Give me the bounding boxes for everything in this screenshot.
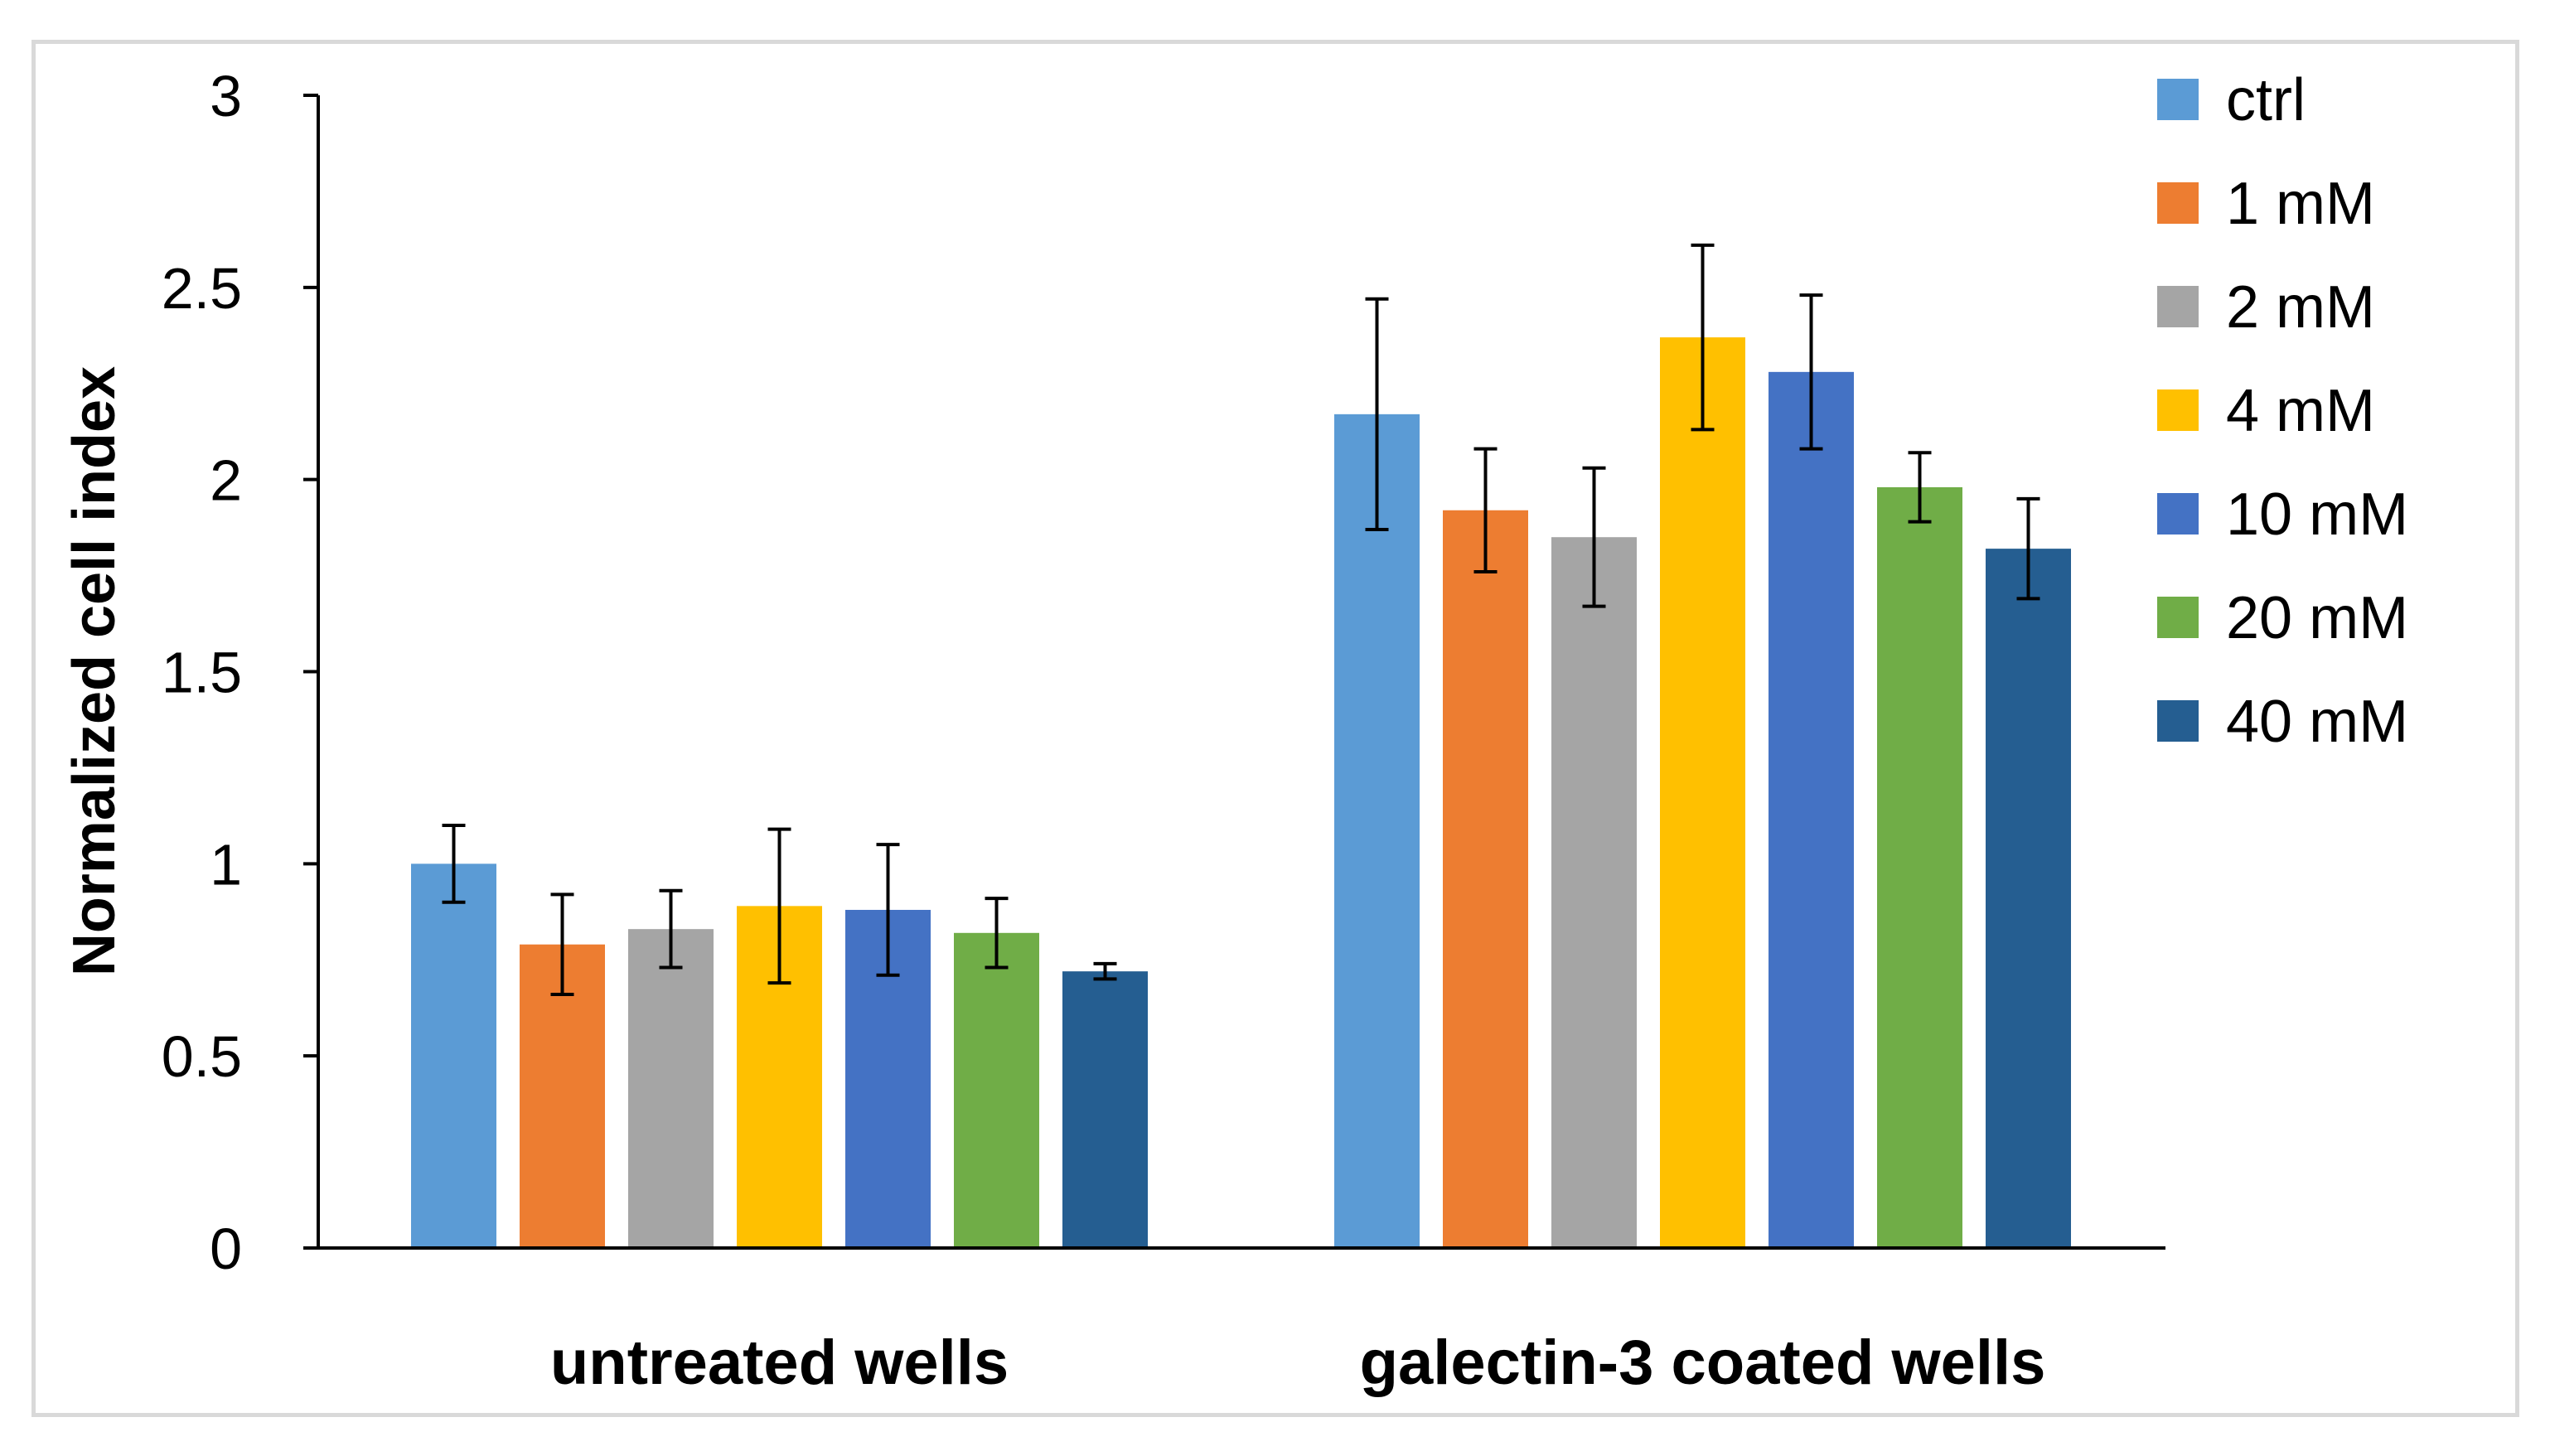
error-bar-10-mm-galectin	[1799, 293, 1823, 451]
error-bar-2-mm-galectin	[1582, 466, 1606, 608]
legend-label: 1 mM	[2226, 171, 2375, 237]
bar-40-mm-untreated	[1062, 971, 1148, 1248]
legend-swatch	[2157, 597, 2199, 638]
y-tick-label: 0	[210, 1217, 242, 1281]
bar-ctrl-untreated	[411, 863, 496, 1248]
error-bar-4-mm-untreated	[767, 827, 791, 985]
y-tick-label: 3	[210, 64, 242, 128]
bar-10-mm-galectin	[1769, 371, 1854, 1249]
error-bar-20-mm-galectin	[1908, 451, 1932, 524]
error-bar-10-mm-untreated	[876, 843, 900, 977]
error-bar-1-mm-galectin	[1473, 447, 1498, 573]
bars-layer	[411, 337, 2071, 1249]
bar-ctrl-galectin	[1334, 414, 1420, 1248]
legend-swatch	[2157, 389, 2199, 431]
y-tick-label: 1	[210, 832, 242, 897]
error-bar-20-mm-untreated	[985, 897, 1009, 970]
bar-2-mm-galectin	[1551, 537, 1637, 1248]
legend-label: 10 mM	[2226, 481, 2408, 548]
bar-40-mm-galectin	[1986, 549, 2071, 1248]
bar-4-mm-galectin	[1660, 337, 1745, 1248]
legend-item: ctrl	[2157, 67, 2306, 133]
legend-item: 4 mM	[2157, 378, 2375, 444]
error-bar-4-mm-galectin	[1691, 243, 1715, 432]
error-bar-ctrl-untreated	[442, 823, 466, 904]
legend-label: 2 mM	[2226, 274, 2375, 341]
error-bar-1-mm-untreated	[550, 892, 574, 996]
error-bar-ctrl-galectin	[1365, 297, 1389, 531]
bar-1-mm-galectin	[1443, 510, 1528, 1248]
legend-swatch	[2157, 700, 2199, 742]
y-tick-label: 2	[210, 448, 242, 513]
error-bar-40-mm-untreated	[1093, 961, 1117, 981]
legend-label: 40 mM	[2226, 689, 2408, 755]
y-tick-label: 0.5	[162, 1024, 242, 1089]
legend-label: 20 mM	[2226, 585, 2408, 651]
bar-2-mm-untreated	[628, 929, 714, 1248]
bar-20-mm-untreated	[954, 932, 1039, 1248]
legend-item: 20 mM	[2157, 585, 2408, 651]
y-ticks: 0 0.5 1 1.5 2 2.5 3	[162, 64, 318, 1281]
error-bars-layer	[442, 243, 2040, 996]
legend-label: 4 mM	[2226, 378, 2375, 444]
bar-20-mm-galectin	[1877, 486, 1962, 1248]
error-bar-40-mm-galectin	[2016, 496, 2040, 601]
legend-swatch	[2157, 493, 2199, 535]
category-label: galectin-3 coated wells	[1360, 1328, 2046, 1398]
legend-swatch	[2157, 79, 2199, 120]
y-tick-label: 2.5	[162, 256, 242, 321]
category-labels: untreated wells galectin-3 coated wells	[550, 1328, 2046, 1398]
y-axis-title: Normalized cell index	[61, 366, 128, 976]
legend-item: 40 mM	[2157, 689, 2408, 755]
legend-item: 2 mM	[2157, 274, 2375, 341]
legend: ctrl 1 mM 2 mM 4 mM 10 mM 20 mM 40 mM	[2157, 67, 2408, 755]
legend-item: 1 mM	[2157, 171, 2375, 237]
y-tick-label: 1.5	[162, 641, 242, 705]
legend-swatch	[2157, 286, 2199, 327]
legend-item: 10 mM	[2157, 481, 2408, 548]
error-bar-2-mm-untreated	[659, 888, 683, 970]
category-label: untreated wells	[550, 1328, 1009, 1398]
legend-label: ctrl	[2226, 67, 2306, 133]
legend-swatch	[2157, 182, 2199, 224]
